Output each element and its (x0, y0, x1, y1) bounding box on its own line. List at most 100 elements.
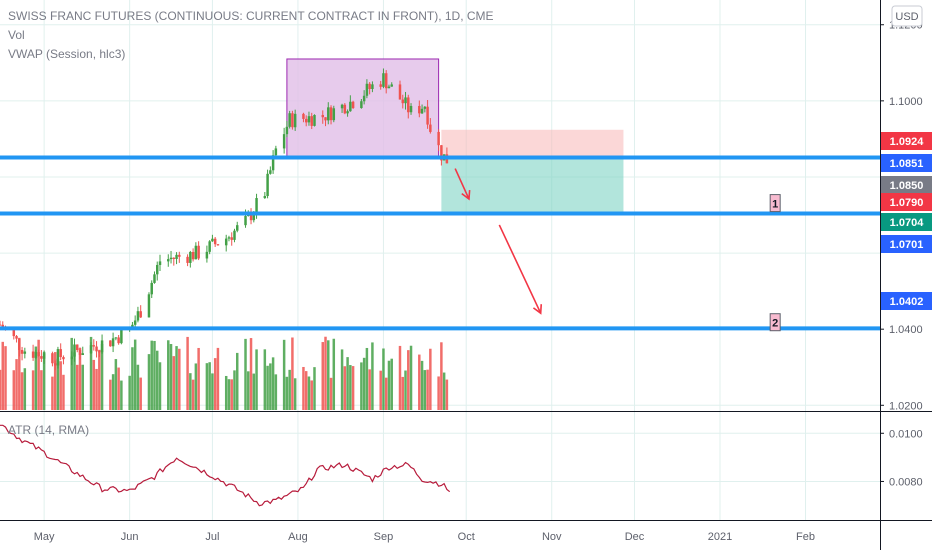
candle-body (0, 324, 2, 326)
price-badge-1-0701[interactable]: 1.0701 (881, 235, 932, 253)
level-marker-2[interactable]: 2 (769, 313, 781, 332)
trend-arrow-head[interactable] (461, 189, 471, 201)
volume-bar (252, 373, 256, 410)
stop-loss-zone[interactable] (441, 129, 624, 158)
currency-button[interactable]: USD (891, 5, 923, 27)
candle-body (351, 101, 355, 109)
candle-body (194, 245, 198, 260)
volume-bar (34, 346, 38, 410)
volume-bar (167, 340, 170, 410)
horizontal-lines[interactable] (0, 155, 880, 331)
long-short-position[interactable] (441, 129, 624, 214)
volume-bar (191, 379, 195, 410)
time-tick-label: May (34, 531, 55, 543)
consolidation-box[interactable] (286, 58, 440, 157)
candle-body (255, 198, 258, 214)
volume-bar (324, 336, 327, 410)
volume-bar (404, 370, 407, 410)
candle-body (360, 101, 363, 109)
volume-bar (244, 338, 247, 410)
candle-body (175, 254, 178, 259)
volume-bar (371, 342, 374, 410)
candle-body (178, 254, 181, 257)
level-marker-box[interactable] (769, 194, 781, 213)
candle-body (197, 245, 200, 259)
time-tick-label: Jul (205, 531, 219, 543)
price-badge-label: 1.0851 (890, 158, 924, 170)
price-badge-1-0704[interactable]: 1.0704 (881, 213, 932, 231)
candle-body (95, 346, 98, 352)
price-badge-1-0790[interactable]: 1.0790 (881, 193, 932, 211)
volume-bar (313, 367, 316, 410)
volume-bar (156, 350, 159, 410)
candle-body (156, 264, 159, 275)
time-tick-label: Dec (625, 531, 645, 543)
price-badge-bg (881, 176, 932, 194)
candle-body (224, 238, 228, 246)
volume-bar (329, 377, 333, 410)
volume-bar (51, 376, 54, 410)
volume-bar (114, 359, 118, 410)
volume-bar (120, 380, 123, 410)
take-profit-zone[interactable] (441, 157, 624, 214)
trend-arrow-head[interactable] (532, 304, 543, 315)
volume-bar (285, 376, 289, 410)
range-rectangle[interactable] (286, 58, 440, 157)
volume-bar (178, 348, 181, 410)
volume-bar (205, 363, 209, 410)
price-tick-label: 1.0200 (889, 400, 923, 412)
volume-bar (346, 357, 349, 410)
volume-bar (409, 345, 413, 410)
price-badge-1-0402[interactable]: 1.0402 (881, 292, 932, 310)
level-markers[interactable]: 12 (769, 194, 781, 332)
candle-body (213, 238, 217, 245)
price-badge-1-0851[interactable]: 1.0851 (881, 154, 932, 172)
candle-body (100, 340, 104, 353)
volume-bar (263, 349, 267, 410)
volume-bar (131, 347, 134, 410)
candle-body (282, 134, 286, 149)
price-tick-label: 1.0400 (889, 324, 923, 336)
candle-body (158, 261, 162, 265)
candle-body (230, 237, 233, 240)
time-tick-label: 2021 (708, 531, 732, 543)
time-axis[interactable]: May Jun Jul Aug Sep Oct Nov Dec 2021 Feb (34, 531, 815, 543)
price-badge-bg (881, 292, 932, 310)
volume-bar (98, 349, 101, 410)
price-badge-bg (881, 132, 932, 150)
volume-bar (442, 372, 446, 410)
level-marker-box[interactable] (769, 313, 781, 332)
price-badge-1-0924[interactable]: 1.0924 (881, 132, 932, 150)
volume-bar (153, 340, 156, 410)
candle-body (269, 170, 272, 174)
candle-body (120, 329, 123, 344)
volume-bar (186, 336, 189, 410)
trend-arrow-shaft[interactable] (454, 168, 470, 200)
candle-body (332, 108, 336, 121)
volume-bar (213, 358, 217, 410)
volume-bar (321, 342, 324, 410)
volume-bar (293, 378, 297, 410)
candle-body (81, 353, 84, 355)
volume-bar (274, 374, 278, 410)
candle-body (76, 344, 79, 351)
candle-body (368, 83, 371, 89)
candle-body (440, 145, 443, 161)
price-badge-1-0850[interactable]: 1.0850 (881, 176, 932, 194)
trend-arrow-shaft[interactable] (498, 224, 542, 314)
candle-body (329, 107, 333, 121)
volume-bar (117, 367, 120, 410)
volume-bar (249, 338, 253, 410)
currency-label[interactable]: USD (895, 11, 918, 23)
volume-bar (59, 361, 62, 410)
level-marker-1[interactable]: 1 (769, 194, 781, 213)
candle-body (51, 353, 54, 364)
candle-body (291, 113, 294, 128)
volume-bar (109, 379, 112, 410)
volume-bar (387, 360, 391, 410)
volume-bar (62, 374, 65, 410)
price-axis[interactable]: 1.02001.04001.10001.12000.00800.01001.09… (880, 20, 932, 489)
trend-arrows[interactable] (454, 168, 543, 315)
